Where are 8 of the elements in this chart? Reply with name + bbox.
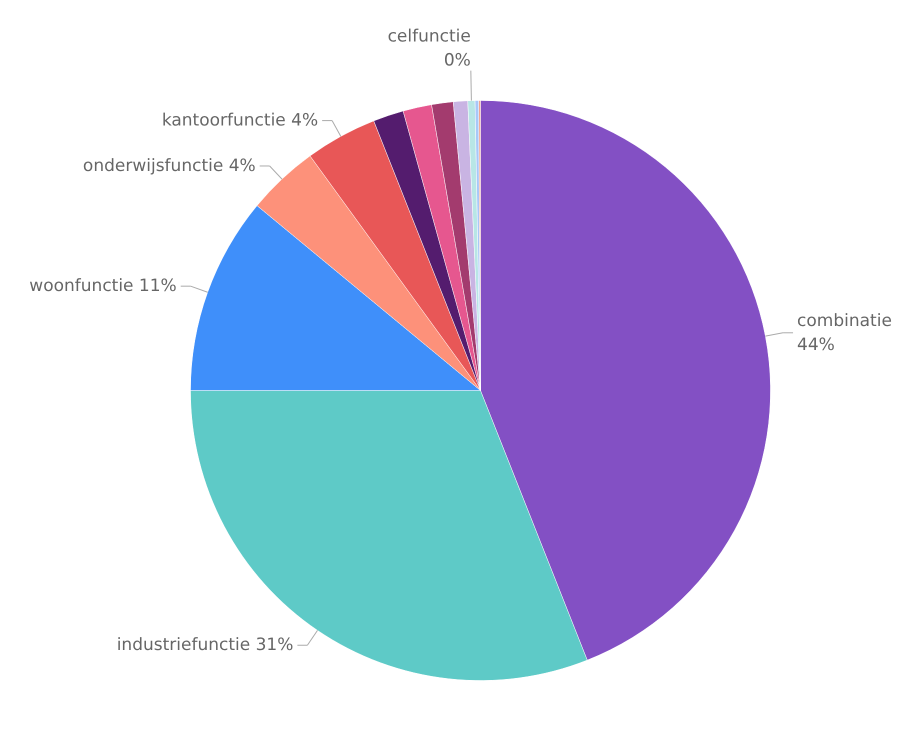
slice-label: celfunctie	[388, 26, 471, 47]
slice-label: combinatie	[797, 310, 892, 331]
slice-label: woonfunctie 11%	[29, 276, 177, 296]
slice-label: onderwijsfunctie 4%	[82, 156, 256, 176]
data-label: 0%	[444, 50, 471, 71]
slice-label: kantoorfunctie 4%	[162, 110, 318, 131]
slice-label: industriefunctie 31%	[116, 635, 294, 656]
data-label: 44%	[797, 334, 835, 355]
